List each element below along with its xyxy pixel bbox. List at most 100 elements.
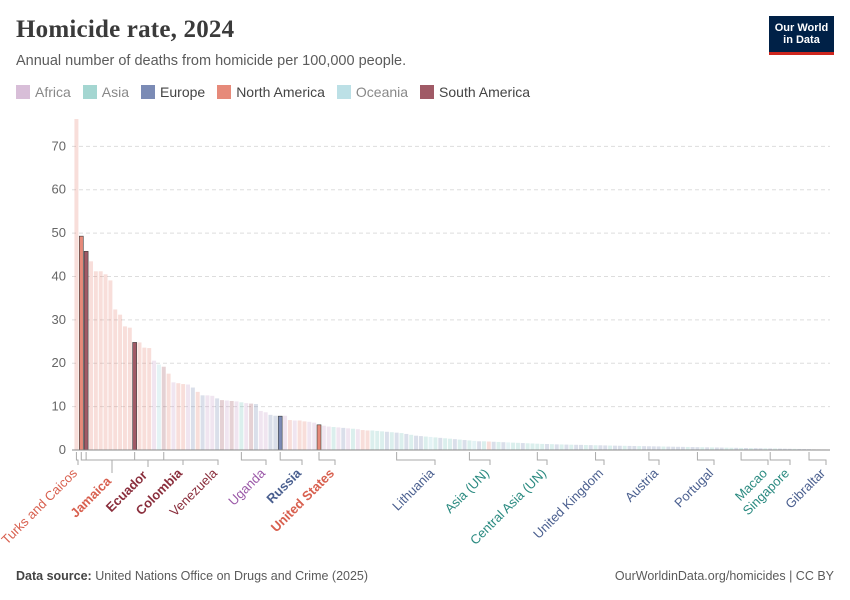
bar[interactable] (763, 448, 768, 450)
bar[interactable] (564, 444, 569, 450)
bar[interactable] (661, 446, 666, 450)
bar[interactable] (287, 420, 292, 450)
bar[interactable] (321, 425, 326, 450)
legend-item-europe[interactable]: Europe (141, 84, 205, 100)
bar[interactable] (297, 420, 302, 450)
bar[interactable] (545, 444, 550, 450)
bar[interactable] (423, 436, 428, 450)
bar[interactable] (253, 404, 258, 450)
bar[interactable] (122, 326, 127, 450)
bar[interactable] (748, 448, 753, 450)
legend-item-south-america[interactable]: South America (420, 84, 530, 100)
bar[interactable] (583, 445, 588, 450)
credit-link[interactable]: OurWorldinData.org/homicides | CC BY (614, 569, 834, 583)
bar[interactable] (181, 384, 186, 450)
bar[interactable] (380, 431, 385, 450)
bar[interactable] (108, 280, 113, 450)
bar[interactable] (224, 400, 229, 450)
bar[interactable] (127, 327, 132, 450)
bar[interactable] (142, 347, 147, 450)
bar[interactable] (535, 443, 540, 450)
bar[interactable] (118, 314, 123, 450)
bar[interactable] (152, 360, 157, 450)
bar[interactable] (443, 438, 448, 450)
bar[interactable] (714, 447, 719, 450)
bar[interactable] (88, 261, 93, 450)
bar[interactable] (758, 448, 763, 450)
bar[interactable] (520, 443, 525, 450)
bar[interactable] (680, 446, 685, 450)
bar[interactable] (782, 448, 787, 450)
bar[interactable] (210, 395, 215, 450)
bar[interactable] (773, 448, 778, 450)
bar[interactable] (787, 448, 792, 450)
bar[interactable] (656, 446, 661, 450)
bar[interactable] (724, 447, 729, 450)
bar[interactable] (156, 364, 161, 450)
bar[interactable] (409, 434, 414, 450)
bar[interactable] (462, 440, 467, 450)
legend-item-oceania[interactable]: Oceania (336, 84, 408, 100)
bar[interactable] (200, 395, 205, 450)
bar[interactable] (797, 448, 802, 450)
bar[interactable] (501, 442, 506, 450)
bar[interactable] (132, 342, 137, 451)
bar[interactable] (428, 436, 433, 450)
bar[interactable] (190, 387, 195, 450)
bar[interactable] (399, 433, 404, 450)
bar[interactable] (336, 427, 341, 450)
bar[interactable] (525, 443, 530, 450)
legend-item-north-america[interactable]: North America (217, 84, 325, 100)
data-source-text[interactable]: United Nations Office on Drugs and Crime… (95, 569, 369, 583)
bar[interactable] (612, 445, 617, 450)
bar[interactable] (98, 271, 103, 450)
bar[interactable] (307, 421, 312, 450)
bar[interactable] (326, 426, 331, 450)
bar[interactable] (481, 441, 486, 450)
bar[interactable] (277, 415, 283, 451)
bar[interactable] (685, 446, 690, 450)
bar[interactable] (593, 445, 598, 450)
bar[interactable] (249, 403, 254, 450)
bar[interactable] (768, 448, 773, 450)
bar[interactable] (312, 422, 317, 450)
bar[interactable] (709, 447, 714, 450)
bar[interactable] (506, 442, 511, 450)
bar[interactable] (418, 436, 423, 450)
bar[interactable] (244, 403, 249, 450)
bar[interactable] (705, 447, 710, 450)
bar[interactable] (316, 424, 322, 451)
bar[interactable] (137, 342, 142, 450)
bar[interactable] (350, 428, 355, 450)
bar[interactable] (452, 439, 457, 450)
bar[interactable] (176, 383, 181, 450)
bar[interactable] (268, 414, 273, 450)
bar[interactable] (734, 447, 739, 450)
bar[interactable] (93, 271, 98, 450)
bar[interactable] (331, 427, 336, 450)
bar[interactable] (646, 446, 651, 450)
bar[interactable] (365, 430, 370, 450)
bar[interactable] (515, 442, 520, 450)
bar[interactable] (637, 446, 642, 450)
bar[interactable] (530, 443, 535, 450)
bar[interactable] (147, 348, 152, 450)
bar[interactable] (258, 410, 263, 450)
bar[interactable] (215, 398, 220, 450)
bar[interactable] (263, 412, 268, 450)
bar[interactable] (370, 430, 375, 450)
bar[interactable] (186, 384, 191, 450)
bar[interactable] (78, 235, 84, 451)
bar[interactable] (574, 444, 579, 450)
bar[interactable] (239, 402, 244, 450)
bar[interactable] (666, 446, 671, 450)
bar[interactable] (302, 421, 307, 450)
owid-logo[interactable]: Our World in Data (769, 16, 834, 55)
bar[interactable] (608, 445, 613, 450)
bar[interactable] (511, 442, 516, 450)
bar[interactable] (219, 400, 224, 450)
bar[interactable] (273, 415, 278, 450)
bar[interactable] (195, 391, 200, 450)
bar[interactable] (627, 445, 632, 450)
bar[interactable] (283, 415, 288, 450)
